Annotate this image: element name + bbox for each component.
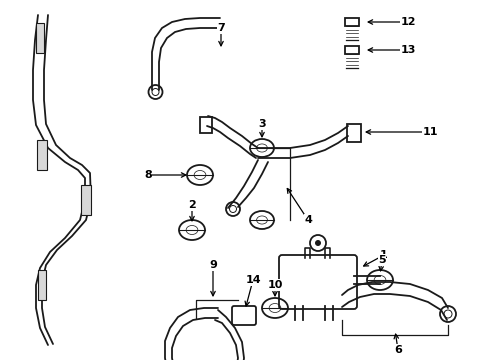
Text: 5: 5 [378, 255, 386, 265]
Bar [345, 46, 359, 54]
Text: 13: 13 [400, 45, 416, 55]
Bar [200, 117, 212, 133]
Bar [38, 270, 46, 300]
Text: 2: 2 [188, 200, 196, 210]
Text: 10: 10 [268, 280, 283, 290]
Circle shape [315, 240, 321, 246]
Text: 8: 8 [144, 170, 152, 180]
Bar [37, 140, 47, 170]
Bar [81, 185, 91, 215]
Bar [345, 18, 359, 26]
Text: 7: 7 [217, 23, 225, 33]
Bar [347, 124, 361, 142]
Bar [36, 23, 44, 53]
Text: 11: 11 [422, 127, 438, 137]
Text: 1: 1 [380, 250, 388, 260]
Text: 9: 9 [209, 260, 217, 270]
Text: 3: 3 [258, 119, 266, 129]
Text: 14: 14 [245, 275, 261, 285]
Text: 4: 4 [304, 215, 312, 225]
Text: 6: 6 [394, 345, 402, 355]
Text: 12: 12 [400, 17, 416, 27]
